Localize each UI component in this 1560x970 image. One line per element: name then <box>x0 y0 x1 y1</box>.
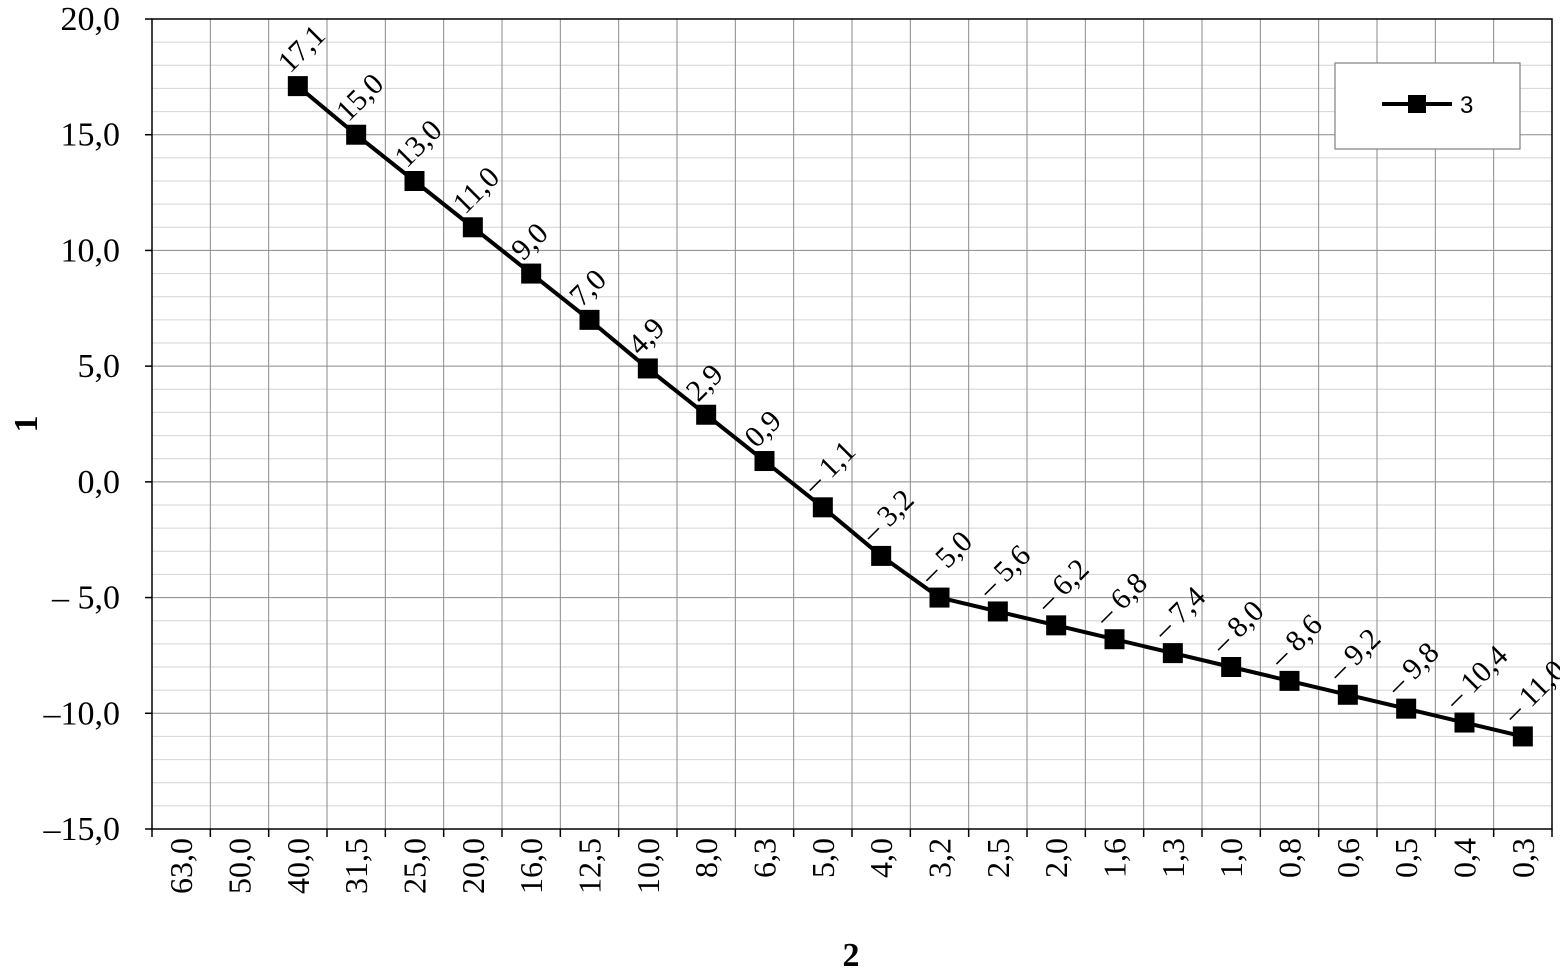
x-tick-label: 1,6 <box>1097 838 1133 878</box>
legend-entry-label: 3 <box>1460 92 1473 119</box>
y-tick-label: 0,0 <box>78 464 121 501</box>
data-point-marker <box>1162 643 1183 664</box>
x-tick-label: 20,0 <box>455 838 491 894</box>
x-tick-label: 0,6 <box>1330 838 1366 878</box>
series-line <box>296 84 1524 739</box>
legend-marker-swatch <box>1408 95 1426 113</box>
x-tick-label: 0,3 <box>1505 838 1541 878</box>
x-axis-ticks: 63,0 50,0 40,0 31,5 25,0 20,0 16,0 12,5 10,0 8,0 6… <box>151 829 1553 894</box>
y-tick-label: 5,0 <box>78 348 121 385</box>
x-tick-label: 12,5 <box>572 838 608 894</box>
x-tick-label: 63,0 <box>163 838 199 894</box>
x-tick-label: 6,3 <box>747 838 783 878</box>
x-tick-label: 5,0 <box>805 838 841 878</box>
data-point-marker <box>929 587 950 608</box>
x-tick-label: 0,4 <box>1447 838 1483 878</box>
x-tick-label: 8,0 <box>688 838 724 878</box>
x-tick-label: 4,0 <box>863 838 899 878</box>
x-tick-label: 50,0 <box>222 838 258 894</box>
data-point-marker <box>287 76 308 97</box>
data-point-marker <box>462 217 483 238</box>
x-tick-label: 3,2 <box>922 838 958 878</box>
x-tick-label: 2,0 <box>1038 838 1074 878</box>
y-axis-ticks: 20,0 15,0 10,0 5,0 0,0 – 5,0 –10,0 –15,0 <box>43 1 152 848</box>
x-tick-label: 1,0 <box>1213 838 1249 878</box>
data-point-marker <box>346 124 367 145</box>
data-point-marker <box>1104 629 1125 650</box>
x-tick-label: 1,3 <box>1155 838 1191 878</box>
y-axis-title: 1 <box>8 416 45 433</box>
data-point-marker <box>1221 657 1242 677</box>
x-tick-label: 40,0 <box>280 838 316 894</box>
data-point-marker <box>871 545 892 566</box>
data-point-marker <box>696 404 717 425</box>
y-tick-label: 10,0 <box>61 232 121 269</box>
x-axis-title: 2 <box>843 937 860 970</box>
data-label: 17,1 <box>271 19 331 79</box>
data-point-marker <box>1337 684 1358 705</box>
x-tick-label: 10,0 <box>630 838 666 894</box>
data-point-marker <box>987 601 1008 622</box>
data-point-marker <box>579 309 600 330</box>
data-point-marker <box>521 263 542 284</box>
data-point-marker <box>637 358 658 379</box>
data-point-marker <box>1279 670 1300 691</box>
x-tick-label: 25,0 <box>397 838 433 894</box>
x-tick-label: 16,0 <box>513 838 549 894</box>
y-tick-label: – 5,0 <box>51 580 120 617</box>
y-tick-label: 15,0 <box>61 117 121 154</box>
data-point-marker <box>1512 726 1533 747</box>
x-tick-label: 2,5 <box>980 838 1016 878</box>
data-point-marker <box>404 171 425 191</box>
data-point-marker <box>1046 615 1067 636</box>
y-tick-label: 20,0 <box>61 1 121 38</box>
data-point-marker <box>1454 712 1475 733</box>
x-tick-label: 0,5 <box>1388 838 1424 878</box>
data-point-marker <box>1396 698 1417 719</box>
data-point-marker <box>754 451 775 472</box>
y-tick-label: –10,0 <box>43 695 121 732</box>
data-point-marker <box>812 497 833 518</box>
y-tick-label: –15,0 <box>43 811 121 848</box>
legend: 3 <box>1334 62 1521 150</box>
x-tick-label: 31,5 <box>338 838 374 894</box>
x-tick-label: 0,8 <box>1272 838 1308 878</box>
